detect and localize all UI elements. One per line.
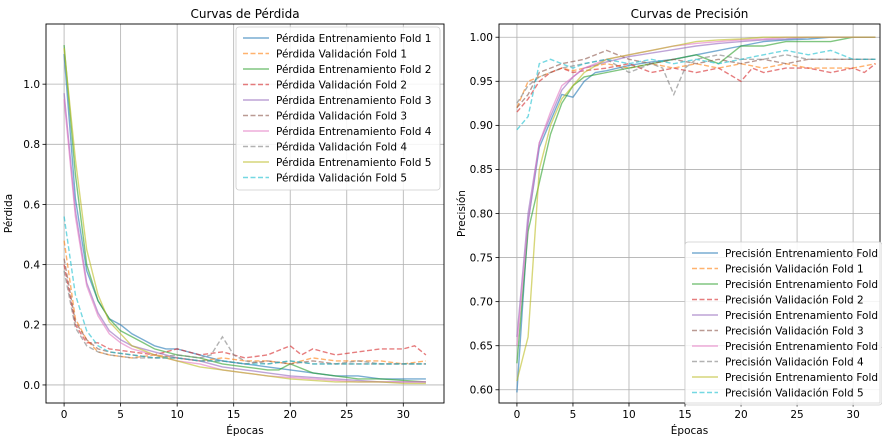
series-line-6	[63, 258, 426, 365]
x-tick-label: 5	[117, 409, 124, 421]
legend-entry: Precisión Entrenamiento Fold 4	[725, 341, 882, 353]
x-tick-label: 15	[678, 409, 691, 421]
x-tick-label: 10	[622, 409, 635, 421]
series-line-5	[63, 93, 426, 383]
series-line-10	[63, 216, 426, 365]
legend-entry: Pérdida Validación Fold 2	[276, 79, 407, 91]
series-line-2	[63, 240, 426, 365]
y-tick-label: 1.00	[470, 32, 493, 44]
x-tick-label: 25	[340, 409, 353, 421]
legend-entry: Precisión Validación Fold 2	[725, 294, 864, 306]
legend-entry: Precisión Entrenamiento Fold 1	[725, 248, 882, 260]
x-tick-label: 20	[734, 409, 747, 421]
y-tick-label: 0.0	[23, 380, 40, 392]
legend-entry: Precisión Validación Fold 3	[725, 325, 864, 337]
legend-entry: Pérdida Entrenamiento Fold 1	[276, 33, 431, 45]
legend-entry: Pérdida Entrenamiento Fold 2	[276, 64, 431, 76]
y-tick-label: 1.0	[23, 79, 40, 91]
chart-title: Curvas de Pérdida	[190, 7, 299, 21]
legend-entry: Pérdida Entrenamiento Fold 4	[276, 126, 432, 138]
legend-box	[684, 241, 882, 406]
axes-frame	[45, 23, 445, 404]
x-tick-label: 0	[514, 409, 521, 421]
legend-entry: Pérdida Entrenamiento Fold 5	[276, 157, 431, 169]
x-axis-label: Épocas	[226, 424, 263, 437]
y-tick-label: 0.65	[470, 341, 493, 353]
legend-entry: Precisión Validación Fold 4	[725, 356, 864, 368]
legend: Pérdida Entrenamiento Fold 1 Pérdida Vali…	[235, 26, 441, 191]
series-line-8	[63, 270, 426, 365]
x-tick-label: 30	[846, 409, 859, 421]
y-tick-label: 0.8	[23, 139, 40, 151]
series-line-4	[516, 62, 876, 113]
y-tick-label: 0.90	[470, 120, 493, 132]
series-line-10	[516, 49, 876, 131]
series-group	[516, 36, 876, 393]
y-tick-label: 0.70	[470, 296, 493, 308]
x-tick-label: 25	[790, 409, 803, 421]
x-tick-label: 20	[284, 409, 297, 421]
y-axis-label: Precisión	[456, 190, 468, 237]
series-line-9	[63, 48, 426, 385]
y-tick-label: 0.4	[23, 259, 40, 271]
y-axis-label: Pérdida	[3, 194, 15, 233]
x-tick-label: 5	[570, 409, 577, 421]
x-tick-label: 10	[170, 409, 183, 421]
y-tick-label: 0.95	[470, 76, 493, 88]
y-tick-label: 0.85	[470, 164, 493, 176]
legend-entry: Pérdida Validación Fold 1	[276, 48, 407, 60]
x-tick-label: 30	[397, 409, 410, 421]
legend-entry: Precisión Entrenamiento Fold 3	[725, 310, 882, 322]
y-tick-label: 0.60	[470, 385, 493, 397]
legend-entry: Precisión Entrenamiento Fold 2	[725, 279, 882, 291]
legend: Precisión Entrenamiento Fold 1 Precisión …	[684, 241, 882, 406]
legend-entry: Pérdida Entrenamiento Fold 3	[276, 95, 431, 107]
x-tick-label: 15	[227, 409, 240, 421]
chart-1: 0 5 10 15 20 25 30 0.0 0.2 0.4 0.6 0.8 1.0 Curvas de …	[3, 7, 445, 437]
x-axis-label: Épocas	[671, 424, 708, 437]
y-tick-label: 0.2	[23, 320, 40, 332]
legend-entry: Pérdida Validación Fold 3	[276, 110, 407, 122]
legend-entry: Precisión Validación Fold 1	[725, 263, 864, 275]
chart-2: 0 5 10 15 20 25 30 0.60 0.65 0.70 0.75 0.80 0.85 0.90…	[456, 7, 882, 437]
y-tick-label: 0.75	[470, 252, 493, 264]
series-line-8	[516, 54, 876, 104]
y-tick-label: 0.6	[23, 199, 40, 211]
legend-entry: Precisión Validación Fold 5	[725, 387, 864, 399]
series-group	[63, 45, 427, 385]
legend-entry: Pérdida Validación Fold 4	[276, 141, 407, 153]
legend-entry: Precisión Entrenamiento Fold 5	[725, 372, 882, 384]
series-line-4	[63, 264, 427, 359]
chart-title: Curvas de Precisión	[631, 7, 749, 21]
series-line-1	[516, 36, 876, 393]
x-tick-label: 0	[61, 409, 68, 421]
series-line-9	[516, 36, 876, 382]
y-tick-label: 0.80	[470, 208, 493, 220]
legend-entry: Pérdida Validación Fold 5	[276, 172, 407, 184]
legend-box	[235, 26, 441, 191]
